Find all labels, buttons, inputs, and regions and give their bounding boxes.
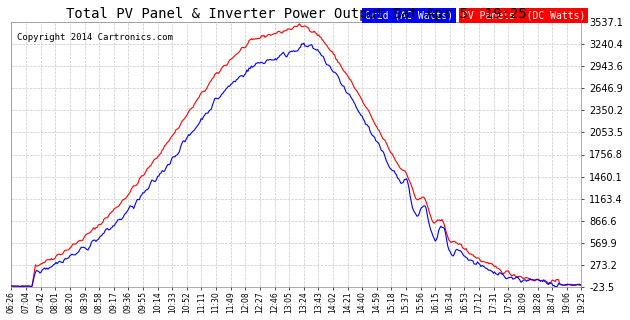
Title: Total PV Panel & Inverter Power Output Sat Apr 5  19:25: Total PV Panel & Inverter Power Output S…	[66, 7, 527, 21]
Text: Copyright 2014 Cartronics.com: Copyright 2014 Cartronics.com	[17, 33, 173, 42]
Text: Grid (AC Watts): Grid (AC Watts)	[365, 11, 453, 20]
Text: PV Panels  (DC Watts): PV Panels (DC Watts)	[462, 11, 585, 20]
